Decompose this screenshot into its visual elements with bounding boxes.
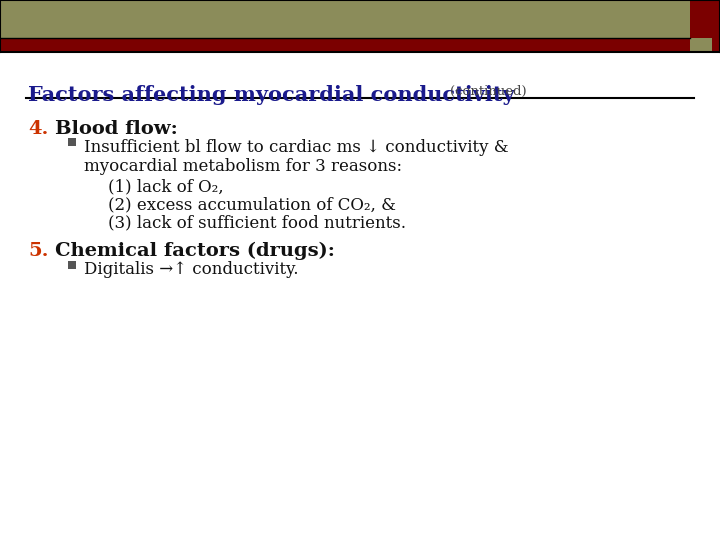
Text: 4.: 4. — [28, 120, 48, 138]
Bar — [68, 138, 76, 146]
Text: myocardial metabolism for 3 reasons:: myocardial metabolism for 3 reasons: — [84, 158, 402, 175]
Bar — [0, 0, 690, 38]
Text: Factors affecting myocardial conductivity: Factors affecting myocardial conductivit… — [28, 85, 515, 105]
Text: Blood flow:: Blood flow: — [55, 120, 178, 138]
Text: (1) lack of O₂,: (1) lack of O₂, — [108, 178, 224, 195]
Text: 5.: 5. — [28, 242, 48, 260]
Text: Chemical factors (drugs):: Chemical factors (drugs): — [55, 242, 335, 260]
Text: (2) excess accumulation of CO₂, &: (2) excess accumulation of CO₂, & — [108, 196, 396, 213]
Text: Insufficient bl flow to cardiac ms ↓ conductivity &: Insufficient bl flow to cardiac ms ↓ con… — [84, 139, 508, 156]
Text: (3) lack of sufficient food nutrients.: (3) lack of sufficient food nutrients. — [108, 214, 406, 231]
Bar — [0, 38, 690, 52]
Bar — [68, 261, 76, 269]
Text: (continued): (continued) — [450, 85, 526, 98]
Bar — [690, 0, 720, 52]
Bar — [690, 38, 712, 52]
Text: Digitalis →↑ conductivity.: Digitalis →↑ conductivity. — [84, 261, 299, 278]
